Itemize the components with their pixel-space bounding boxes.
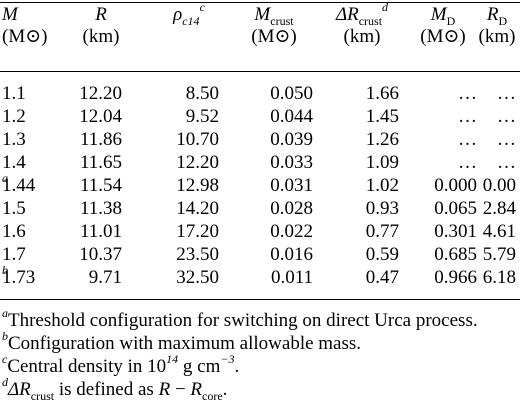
durca-radius-value: 6.18	[482, 267, 516, 288]
durca-radius-value: 5.79	[482, 244, 516, 265]
table-row: 1.1 12.20 8.50 0.050 1.66 … …	[0, 83, 520, 107]
density-value: 23.50	[176, 244, 219, 265]
mass-value: 1.1	[2, 83, 26, 104]
durca-mass-value: 0.966	[434, 267, 477, 288]
header-crust-thickness: ΔRcrustd (km)	[335, 0, 389, 47]
mass-value: 1.6	[2, 221, 26, 242]
durca-mass-value: …	[458, 106, 477, 127]
density-value: 32.50	[176, 267, 219, 288]
durca-radius-value: …	[497, 106, 516, 127]
crust-thickness-value: 0.93	[365, 198, 399, 219]
crust-thickness-value: 1.09	[365, 152, 399, 173]
mass-value: 1.3	[2, 129, 26, 150]
top-rule	[0, 2, 520, 3]
radius-value: 9.71	[88, 267, 122, 288]
durca-radius-value: …	[497, 129, 516, 150]
crust-thickness-value: 0.77	[365, 221, 399, 242]
durca-radius-value: …	[497, 83, 516, 104]
header-radius: R (km)	[82, 4, 120, 47]
density-value: 9.52	[185, 106, 219, 127]
durca-radius-value: …	[497, 152, 516, 173]
header-rule	[0, 71, 520, 72]
durca-mass-value: 0.685	[434, 244, 477, 265]
crust-mass-value: 0.022	[270, 221, 313, 242]
crust-mass-value: 0.028	[270, 198, 313, 219]
table-footnotes: aThreshold configuration for switching o…	[2, 305, 518, 403]
mass-value: 1.4	[2, 152, 26, 173]
header-crust-mass: Mcrust (M⊙)	[251, 4, 297, 47]
mass-value: 1.7	[2, 244, 26, 265]
density-value: 17.20	[176, 221, 219, 242]
table-row: 1.73 b 9.71 32.50 0.011 0.47 0.966 6.18	[0, 264, 520, 291]
header-direct-urca-mass: MD (M⊙)	[420, 4, 466, 47]
radius-value: 10.37	[79, 244, 122, 265]
crust-mass-value: 0.039	[270, 129, 313, 150]
mass-value: 1.5	[2, 198, 26, 219]
header-direct-urca-radius: RD (km)	[478, 4, 516, 47]
bottom-rule	[0, 299, 520, 300]
durca-mass-value: …	[458, 152, 477, 173]
durca-mass-value: 0.301	[434, 221, 477, 242]
table-row: 1.4 11.65 12.20 0.033 1.09 … …	[0, 152, 520, 176]
durca-radius-value: 0.00	[482, 175, 516, 196]
durca-mass-value: 0.000	[434, 175, 477, 196]
crust-mass-value: 0.031	[270, 175, 313, 196]
footnote-b: bConfiguration with maximum allowable ma…	[2, 328, 362, 354]
footnote-d: dΔRcrust is defined as R − Rcore.	[2, 374, 228, 403]
table-row: 1.3 11.86 10.70 0.039 1.26 … …	[0, 129, 520, 153]
radius-value: 11.54	[79, 175, 122, 196]
crust-mass-value: 0.033	[270, 152, 313, 173]
radius-value: 12.20	[79, 83, 122, 104]
density-value: 8.50	[185, 83, 219, 104]
durca-radius-value: 4.61	[482, 221, 516, 242]
radius-value: 11.01	[79, 221, 122, 242]
crust-mass-value: 0.011	[270, 267, 313, 288]
table-row: 1.5 11.38 14.20 0.028 0.93 0.065 2.84	[0, 198, 520, 222]
footnote-a: aThreshold configuration for switching o…	[2, 305, 478, 331]
density-value: 12.98	[176, 175, 219, 196]
footnote-marker: b	[2, 262, 8, 277]
crust-thickness-value: 1.66	[365, 83, 399, 104]
crust-thickness-value: 0.47	[365, 267, 399, 288]
mass-value: 1.73	[2, 267, 36, 288]
crust-thickness-value: 0.59	[365, 244, 399, 265]
mass-value: 1.2	[2, 106, 26, 127]
crust-thickness-value: 1.02	[365, 175, 399, 196]
density-value: 12.20	[176, 152, 219, 173]
crust-thickness-value: 1.26	[365, 129, 399, 150]
table-row: 1.7 10.37 23.50 0.016 0.59 0.685 5.79	[0, 244, 520, 268]
crust-thickness-value: 1.45	[365, 106, 399, 127]
crust-mass-value: 0.050	[270, 83, 313, 104]
radius-value: 11.65	[79, 152, 122, 173]
table-row: 1.2 12.04 9.52 0.044 1.45 … …	[0, 106, 520, 130]
table-row: 1.6 11.01 17.20 0.022 0.77 0.301 4.61	[0, 221, 520, 245]
footnote-marker: a	[2, 170, 8, 185]
durca-mass-value: …	[458, 83, 477, 104]
header-central-density: ρc14c	[173, 0, 205, 28]
footnote-c: cCentral density in 1014 g cm−3.	[2, 351, 240, 377]
crust-mass-value: 0.044	[270, 106, 313, 127]
radius-value: 11.86	[79, 129, 122, 150]
header-mass: M (M⊙)	[2, 4, 48, 47]
density-value: 10.70	[176, 129, 219, 150]
radius-value: 12.04	[79, 106, 122, 127]
durca-mass-value: …	[458, 129, 477, 150]
durca-mass-value: 0.065	[434, 198, 477, 219]
radius-value: 11.38	[79, 198, 122, 219]
durca-radius-value: 2.84	[482, 198, 516, 219]
table-row: 1.44 a 11.54 12.98 0.031 1.02 0.000 0.00	[0, 172, 520, 199]
mass-value: 1.44	[2, 175, 36, 196]
density-value: 14.20	[176, 198, 219, 219]
crust-mass-value: 0.016	[270, 244, 313, 265]
